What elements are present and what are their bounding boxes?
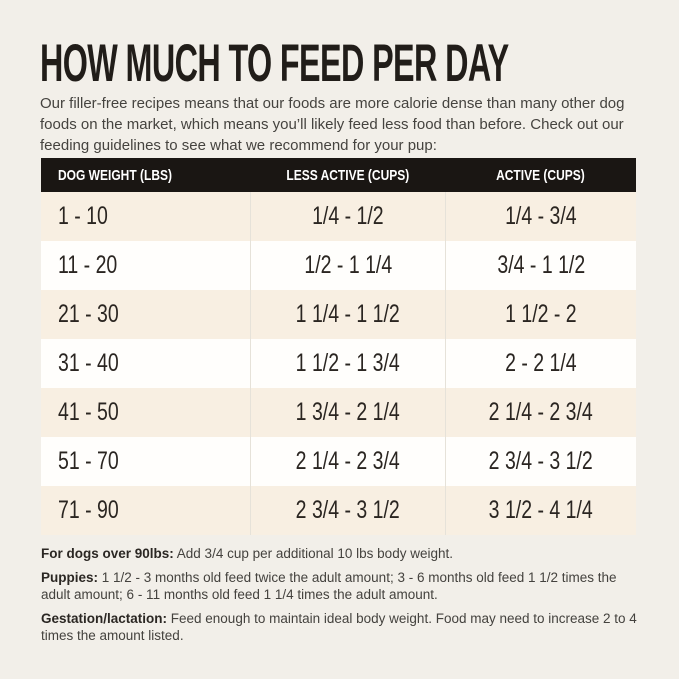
table-row: 41 - 50 1 3/4 - 2 1/4 2 1/4 - 2 3/4	[41, 388, 636, 437]
active-cell: 2 1/4 - 2 3/4	[445, 388, 636, 437]
note-label: Puppies:	[41, 570, 99, 585]
weight-cell: 51 - 70	[41, 437, 250, 486]
note-text: Feed enough to maintain ideal body weigh…	[41, 611, 637, 643]
less-active-cell: 2 3/4 - 3 1/2	[250, 486, 445, 535]
intro-text: Our filler-free recipes means that our f…	[40, 95, 625, 154]
weight-value: 31 - 40	[58, 349, 119, 377]
less-active-value: 2 3/4 - 3 1/2	[295, 496, 401, 524]
active-value: 2 - 2 1/4	[505, 349, 577, 377]
note-text: Add 3/4 cup per additional 10 lbs body w…	[173, 546, 453, 561]
note-over-90lbs: For dogs over 90lbs: Add 3/4 cup per add…	[41, 545, 641, 562]
note-label: For dogs over 90lbs:	[41, 546, 174, 561]
weight-value: 1 - 10	[58, 202, 108, 230]
weight-value: 41 - 50	[58, 398, 119, 426]
active-value: 1/4 - 3/4	[505, 202, 577, 230]
weight-value: 51 - 70	[58, 447, 119, 475]
weight-cell: 1 - 10	[41, 192, 250, 241]
less-active-cell: 2 1/4 - 2 3/4	[250, 437, 445, 486]
header-label-less-active: LESS ACTIVE (CUPS)	[286, 166, 409, 184]
active-cell: 1 1/2 - 2	[445, 290, 636, 339]
table-row: 31 - 40 1 1/2 - 1 3/4 2 - 2 1/4	[41, 339, 636, 388]
less-active-cell: 1 1/2 - 1 3/4	[250, 339, 445, 388]
note-text: 1 1/2 - 3 months old feed twice the adul…	[41, 570, 617, 602]
note-gestation: Gestation/lactation: Feed enough to main…	[41, 610, 641, 644]
active-cell: 3/4 - 1 1/2	[445, 241, 636, 290]
page-title-text: HOW MUCH TO FEED PER DAY	[40, 34, 509, 93]
active-cell: 2 - 2 1/4	[445, 339, 636, 388]
table-header-row: DOG WEIGHT (LBS) LESS ACTIVE (CUPS) ACTI…	[41, 158, 636, 192]
header-label-active: ACTIVE (CUPS)	[496, 166, 585, 184]
less-active-value: 1/4 - 1/2	[312, 202, 384, 230]
active-value: 3/4 - 1 1/2	[497, 251, 585, 279]
note-label: Gestation/lactation:	[41, 611, 168, 626]
less-active-value: 1 3/4 - 2 1/4	[295, 398, 401, 426]
table-row: 71 - 90 2 3/4 - 3 1/2 3 1/2 - 4 1/4	[41, 486, 636, 535]
table-row: 21 - 30 1 1/4 - 1 1/2 1 1/2 - 2	[41, 290, 636, 339]
table-row: 1 - 10 1/4 - 1/2 1/4 - 3/4	[41, 192, 636, 241]
less-active-value: 1 1/4 - 1 1/2	[295, 300, 401, 328]
less-active-value: 2 1/4 - 2 3/4	[295, 447, 401, 475]
weight-value: 11 - 20	[58, 251, 118, 279]
weight-cell: 21 - 30	[41, 290, 250, 339]
feeding-table: DOG WEIGHT (LBS) LESS ACTIVE (CUPS) ACTI…	[41, 158, 636, 535]
less-active-cell: 1/4 - 1/2	[250, 192, 445, 241]
less-active-cell: 1 3/4 - 2 1/4	[250, 388, 445, 437]
header-cell-active: ACTIVE (CUPS)	[445, 158, 636, 192]
less-active-value: 1/2 - 1 1/4	[304, 251, 392, 279]
weight-cell: 71 - 90	[41, 486, 250, 535]
header-label-dog-weight: DOG WEIGHT (LBS)	[58, 166, 172, 184]
active-value: 2 1/4 - 2 3/4	[488, 398, 594, 426]
note-puppies: Puppies: 1 1/2 - 3 months old feed twice…	[41, 569, 641, 603]
weight-cell: 11 - 20	[41, 241, 250, 290]
weight-cell: 41 - 50	[41, 388, 250, 437]
page-title: HOW MUCH TO FEED PER DAY	[40, 34, 679, 93]
less-active-cell: 1/2 - 1 1/4	[250, 241, 445, 290]
less-active-value: 1 1/2 - 1 3/4	[295, 349, 401, 377]
table-row: 11 - 20 1/2 - 1 1/4 3/4 - 1 1/2	[41, 241, 636, 290]
active-value: 1 1/2 - 2	[505, 300, 577, 328]
active-value: 3 1/2 - 4 1/4	[488, 496, 594, 524]
active-cell: 1/4 - 3/4	[445, 192, 636, 241]
weight-value: 21 - 30	[58, 300, 119, 328]
less-active-cell: 1 1/4 - 1 1/2	[250, 290, 445, 339]
table-row: 51 - 70 2 1/4 - 2 3/4 2 3/4 - 3 1/2	[41, 437, 636, 486]
weight-cell: 31 - 40	[41, 339, 250, 388]
header-cell-less-active: LESS ACTIVE (CUPS)	[250, 158, 445, 192]
active-cell: 3 1/2 - 4 1/4	[445, 486, 636, 535]
header-cell-dog-weight: DOG WEIGHT (LBS)	[41, 158, 250, 192]
active-cell: 2 3/4 - 3 1/2	[445, 437, 636, 486]
notes-section: For dogs over 90lbs: Add 3/4 cup per add…	[41, 545, 641, 651]
weight-value: 71 - 90	[58, 496, 119, 524]
active-value: 2 3/4 - 3 1/2	[488, 447, 594, 475]
